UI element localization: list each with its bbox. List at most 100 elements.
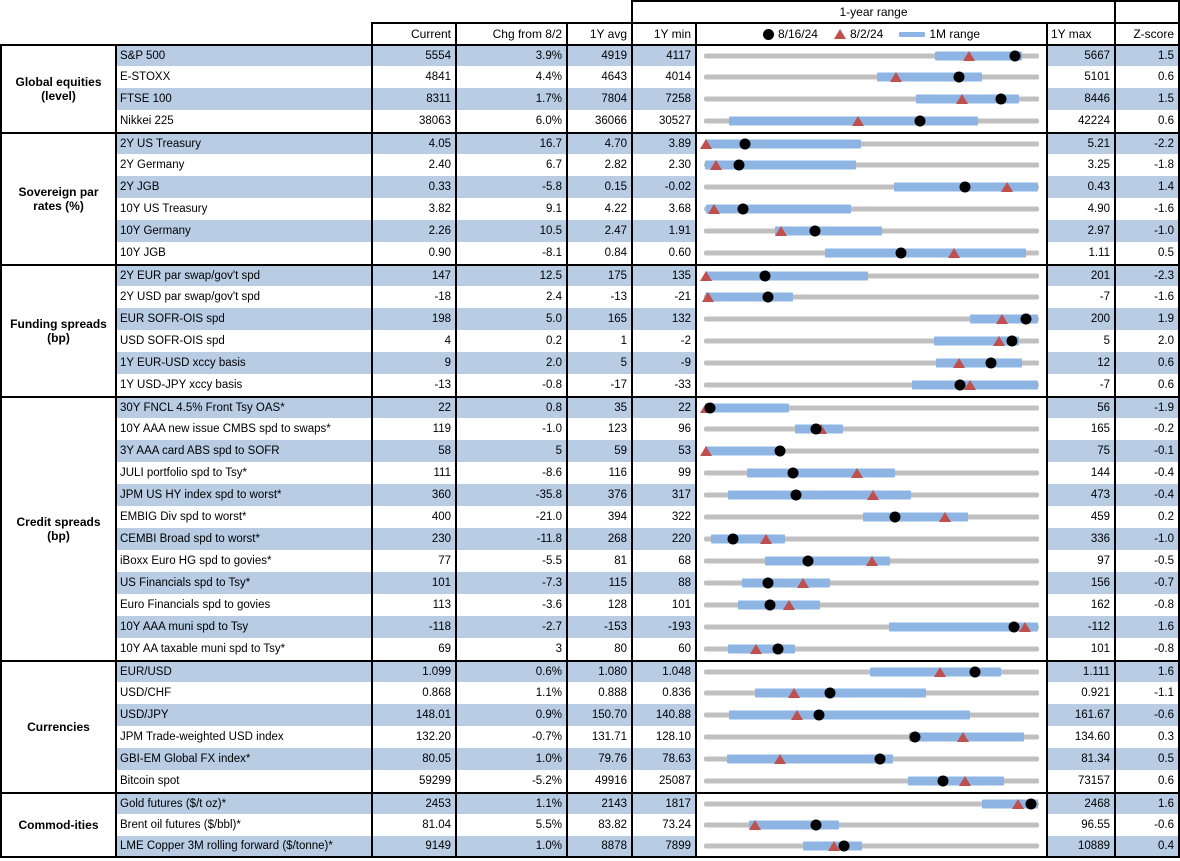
max-value: 81.34 (1046, 748, 1114, 770)
max-value: 201 (1046, 264, 1114, 286)
current-date-dot-marker (1008, 621, 1020, 633)
z-score-value: 0.4 (1114, 836, 1180, 858)
current-value: 360 (371, 484, 455, 506)
range-chart-wrap (697, 662, 1046, 682)
z-score-value: -1.9 (1114, 396, 1180, 418)
range-chart-wrap (697, 110, 1046, 132)
max-value: 134.60 (1046, 726, 1114, 748)
chg-value: 2.4 (455, 286, 566, 308)
z-score-value: 0.5 (1114, 748, 1180, 770)
row-label: GBI-EM Global FX index* (115, 748, 371, 770)
one-year-range-track (704, 822, 1039, 828)
row-label: S&P 500 (115, 44, 371, 66)
range-chart-wrap (697, 418, 1046, 440)
avg-value: 4919 (566, 44, 631, 66)
avg-value: 268 (566, 528, 631, 550)
header-blank-zscore-top (1114, 0, 1180, 22)
avg-value: -17 (566, 374, 631, 396)
current-value: 69 (371, 638, 455, 660)
range-chart (695, 484, 1046, 506)
chg-value: -2.7 (455, 616, 566, 638)
min-value: -33 (631, 374, 695, 396)
range-chart-wrap (697, 220, 1046, 242)
current-date-dot-marker (1020, 313, 1032, 325)
avg-value: 81 (566, 550, 631, 572)
row-label: 3Y AAA card ABS spd to SOFR (115, 440, 371, 462)
legend-item-dot: 8/16/24 (762, 27, 818, 41)
current-date-dot-marker (985, 357, 997, 369)
range-chart-wrap (697, 704, 1046, 726)
dot-marker-icon (762, 28, 774, 40)
min-value: 1.91 (631, 220, 695, 242)
range-chart-wrap (697, 506, 1046, 528)
column-header-1y-max: 1Y max (1046, 22, 1114, 44)
max-value: 2468 (1046, 792, 1114, 814)
legend-label: 8/16/24 (777, 27, 818, 41)
chg-value: 6.0% (455, 110, 566, 132)
range-chart-wrap (697, 134, 1046, 154)
z-score-value: -0.6 (1114, 704, 1180, 726)
row-label: 10Y AAA muni spd to Tsy (115, 616, 371, 638)
range-chart (695, 462, 1046, 484)
row-label: 10Y JGB (115, 242, 371, 264)
min-value: 0.60 (631, 242, 695, 264)
current-date-dot-marker (762, 291, 774, 303)
row-label: EUR SOFR-OIS spd (115, 308, 371, 330)
legend-label: 1M range (929, 27, 981, 41)
row-label: USD/CHF (115, 682, 371, 704)
z-score-value: -1.1 (1114, 682, 1180, 704)
avg-value: 2143 (566, 792, 631, 814)
z-score-value: 0.6 (1114, 352, 1180, 374)
range-chart-wrap (697, 616, 1046, 638)
range-chart (695, 726, 1046, 748)
prev-date-triangle-marker (787, 688, 800, 698)
range-chart-wrap (697, 88, 1046, 110)
current-date-dot-marker (909, 731, 921, 743)
one-year-range-track (704, 801, 1039, 807)
max-value: 8446 (1046, 88, 1114, 110)
one-year-range-track (704, 778, 1039, 784)
range-chart-wrap (697, 176, 1046, 198)
group-label: Sovereign par rates (%) (0, 132, 115, 264)
one-month-range-bar (737, 600, 820, 610)
range-chart-wrap (697, 154, 1046, 176)
avg-value: -153 (566, 616, 631, 638)
range-chart (695, 264, 1046, 286)
z-score-value: 0.5 (1114, 242, 1180, 264)
current-date-dot-marker (937, 775, 949, 787)
prev-date-triangle-marker (791, 710, 804, 720)
current-value: 80.05 (371, 748, 455, 770)
prev-date-triangle-marker (955, 94, 968, 104)
avg-value: 83.82 (566, 814, 631, 836)
current-value: 198 (371, 308, 455, 330)
row-label: 10Y Germany (115, 220, 371, 242)
max-value: -112 (1046, 616, 1114, 638)
z-score-value: 1.4 (1114, 176, 1180, 198)
header-blank-left (0, 0, 631, 22)
z-score-value: -1.6 (1114, 286, 1180, 308)
group-label: Credit spreads (bp) (0, 396, 115, 660)
header-blank-left-2 (0, 22, 371, 44)
chg-value: 1.7% (455, 88, 566, 110)
current-date-dot-marker (739, 138, 751, 150)
one-month-range-bar (936, 358, 1023, 368)
one-year-range-track (704, 405, 1039, 411)
prev-date-triangle-marker (827, 841, 840, 851)
prev-date-triangle-marker (996, 314, 1009, 324)
range-bar-icon (899, 31, 926, 37)
range-chart-wrap (697, 594, 1046, 616)
one-year-range-track (704, 338, 1039, 344)
one-month-range-bar (705, 446, 776, 456)
range-chart (695, 110, 1046, 132)
prev-date-triangle-marker (749, 644, 762, 654)
max-value: 101 (1046, 638, 1114, 660)
min-value: 317 (631, 484, 695, 506)
z-score-value: -0.4 (1114, 462, 1180, 484)
one-month-range-bar (727, 754, 893, 764)
range-chart (695, 770, 1046, 792)
avg-value: 59 (566, 440, 631, 462)
range-chart (695, 528, 1046, 550)
current-date-dot-marker (874, 753, 886, 765)
max-value: 5.21 (1046, 132, 1114, 154)
